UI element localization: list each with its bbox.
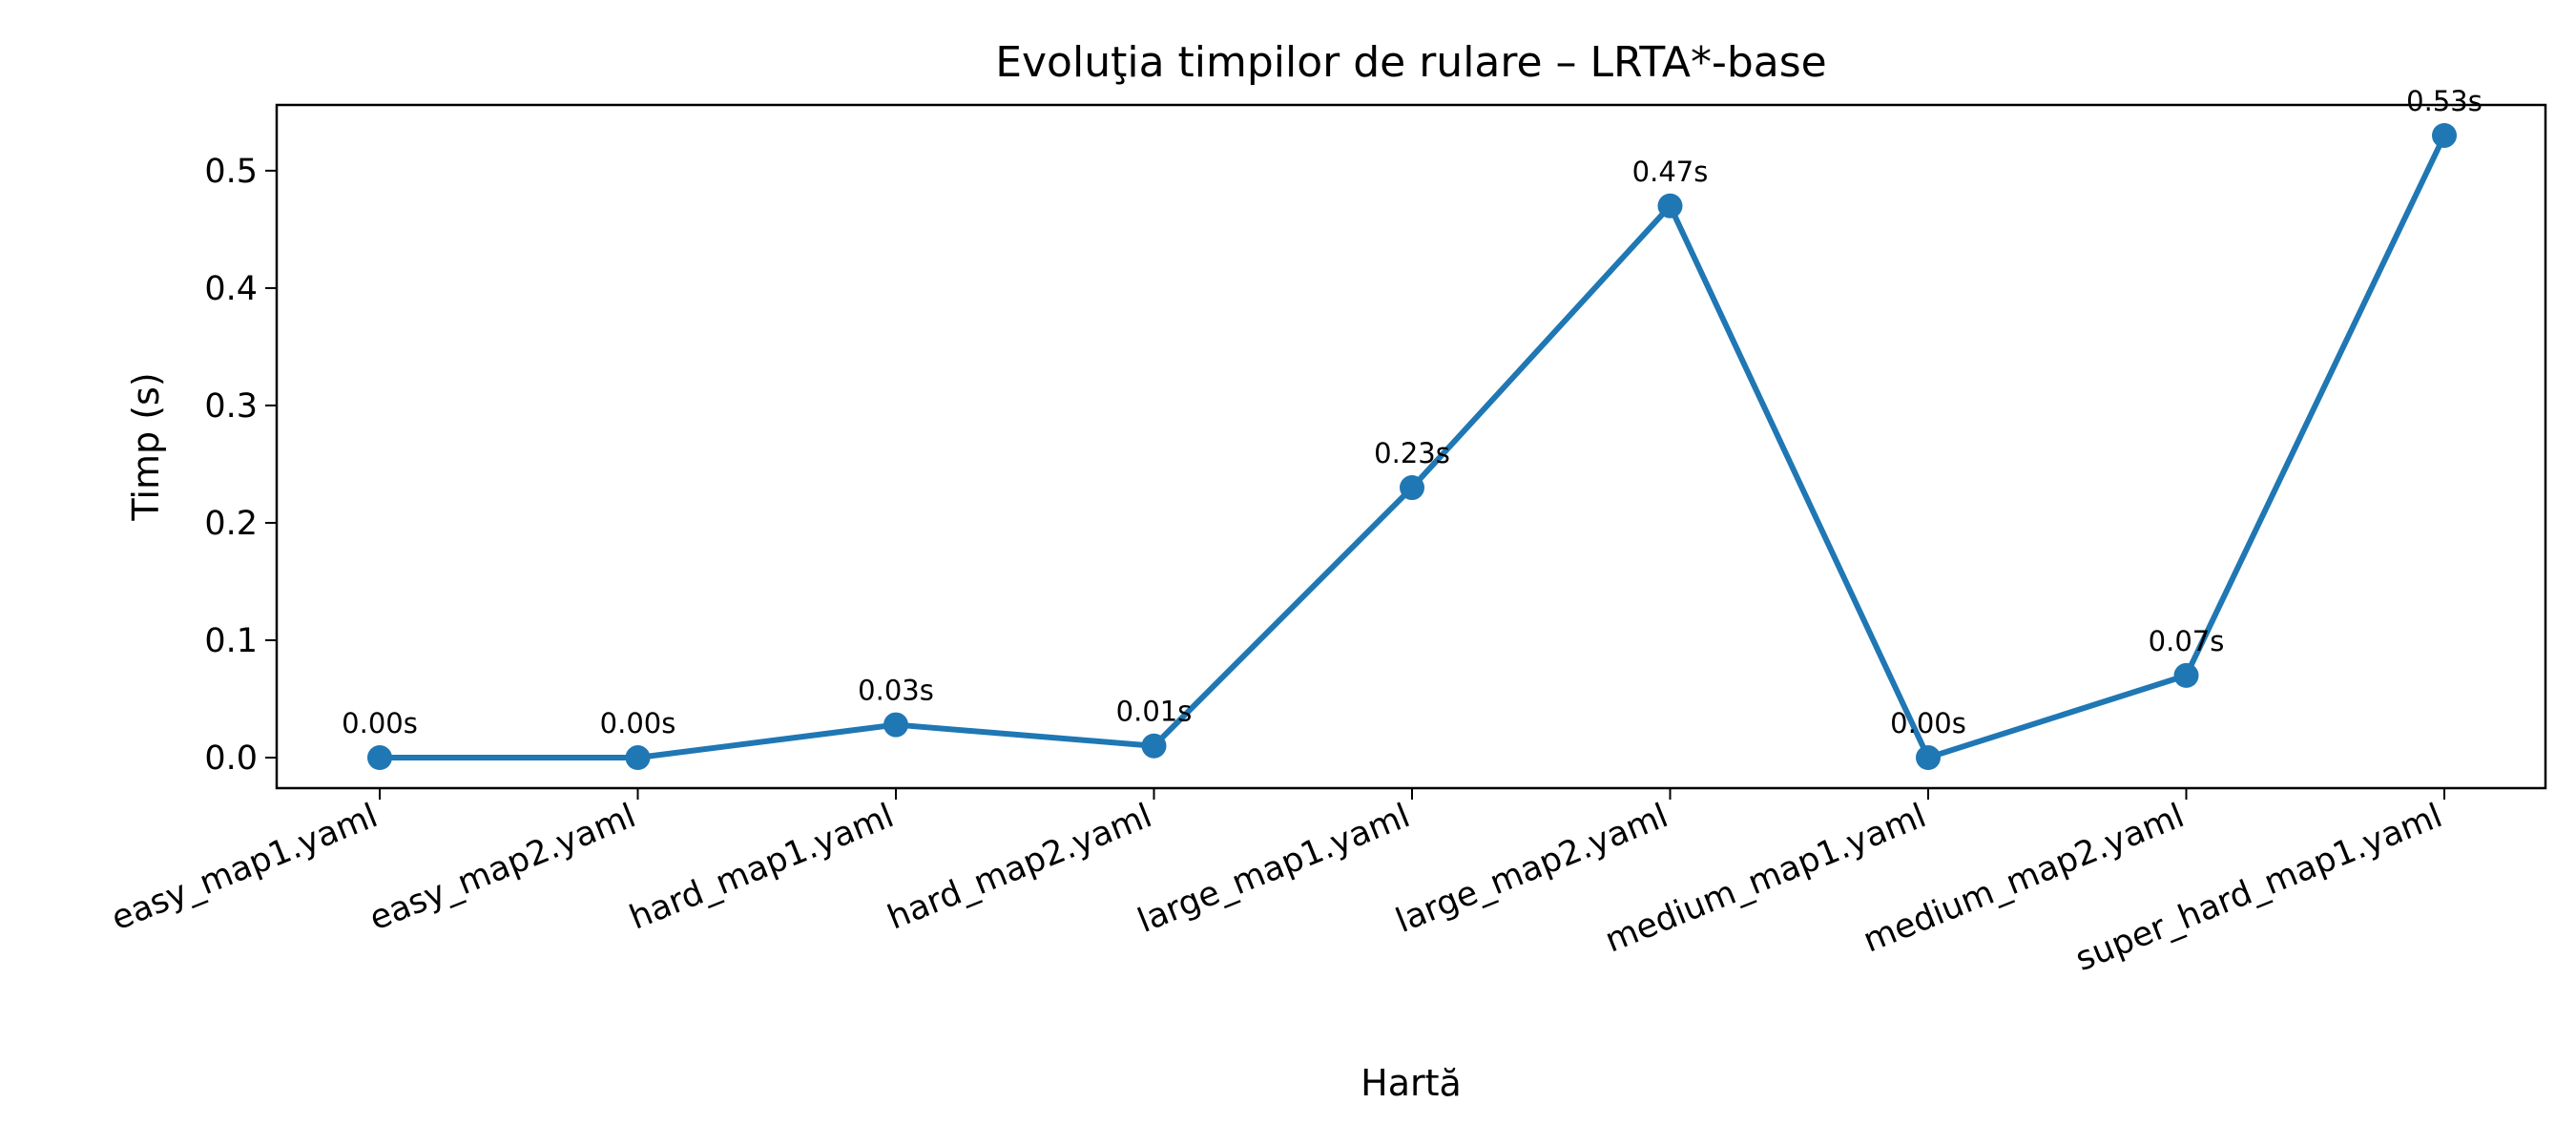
data-point <box>1916 745 1941 771</box>
x-axis-label: Hartă <box>1361 1062 1462 1104</box>
y-axis-label: Timp (s) <box>125 372 167 521</box>
data-point <box>2173 662 2199 688</box>
data-point <box>1657 193 1683 219</box>
data-point <box>625 745 651 771</box>
y-tick-label: 0.2 <box>204 505 258 543</box>
data-label: 0.07s <box>2149 625 2225 657</box>
data-point <box>1141 733 1167 759</box>
data-label: 0.00s <box>342 707 418 739</box>
data-label: 0.00s <box>1890 707 1966 739</box>
data-label: 0.03s <box>858 675 934 707</box>
y-tick-label: 0.4 <box>204 270 258 308</box>
plot-frame <box>275 103 2547 790</box>
y-tick-label: 0.0 <box>204 739 258 778</box>
chart-title: Evoluţia timpilor de rulare – LRTA*-base <box>995 38 1827 87</box>
data-point <box>367 745 392 771</box>
data-label: 0.47s <box>1632 156 1709 188</box>
y-tick-label: 0.1 <box>204 622 258 660</box>
data-point <box>1400 475 1424 501</box>
data-label: 0.23s <box>1374 437 1450 469</box>
data-point <box>883 712 908 738</box>
data-label: 0.00s <box>600 707 676 739</box>
y-tick-label: 0.3 <box>204 387 258 426</box>
data-label: 0.53s <box>2406 85 2483 117</box>
data-label: 0.01s <box>1116 696 1193 728</box>
data-point <box>2432 122 2457 148</box>
y-tick-label: 0.5 <box>204 153 258 191</box>
